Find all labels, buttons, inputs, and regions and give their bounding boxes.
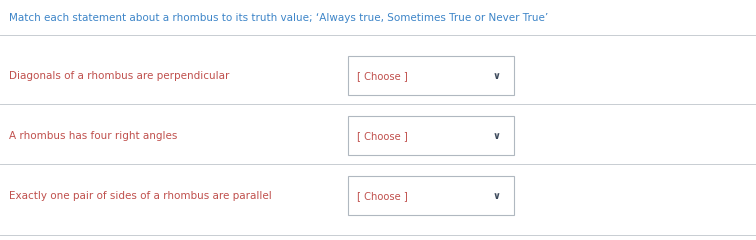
Text: [ Choose ]: [ Choose ] bbox=[357, 191, 407, 201]
FancyBboxPatch shape bbox=[348, 56, 514, 95]
Text: Match each statement about a rhombus to its truth value; ‘Always true, Sometimes: Match each statement about a rhombus to … bbox=[9, 13, 548, 23]
Text: [ Choose ]: [ Choose ] bbox=[357, 131, 407, 141]
Text: ∨: ∨ bbox=[493, 131, 500, 141]
Text: Exactly one pair of sides of a rhombus are parallel: Exactly one pair of sides of a rhombus a… bbox=[9, 191, 272, 201]
Text: ∨: ∨ bbox=[493, 71, 500, 81]
FancyBboxPatch shape bbox=[348, 176, 514, 215]
FancyBboxPatch shape bbox=[348, 116, 514, 155]
Text: A rhombus has four right angles: A rhombus has four right angles bbox=[9, 131, 178, 141]
Text: [ Choose ]: [ Choose ] bbox=[357, 71, 407, 81]
Text: ∨: ∨ bbox=[493, 191, 500, 201]
Text: Diagonals of a rhombus are perpendicular: Diagonals of a rhombus are perpendicular bbox=[9, 71, 230, 81]
